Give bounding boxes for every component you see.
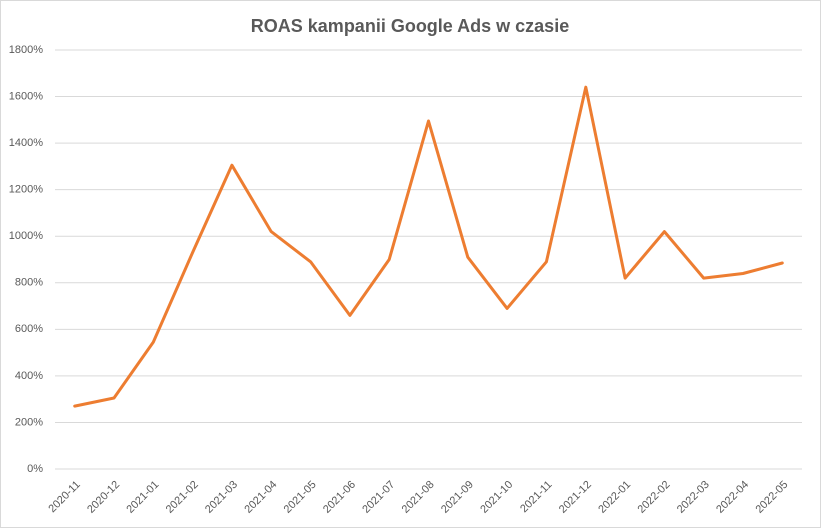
- y-tick-label: 1000%: [9, 230, 43, 242]
- y-tick-label: 1200%: [9, 184, 43, 196]
- y-tick-label: 1800%: [9, 44, 43, 56]
- y-tick-label: 600%: [15, 323, 43, 335]
- y-tick-label: 200%: [15, 416, 43, 428]
- chart-title: ROAS kampanii Google Ads w czasie: [251, 16, 569, 36]
- y-tick-label: 800%: [15, 277, 43, 289]
- y-tick-label: 400%: [15, 370, 43, 382]
- data-line: [73, 85, 784, 408]
- y-tick-label: 1400%: [9, 137, 43, 149]
- y-tick-label: 1600%: [9, 90, 43, 102]
- y-tick-label: 0%: [27, 463, 43, 475]
